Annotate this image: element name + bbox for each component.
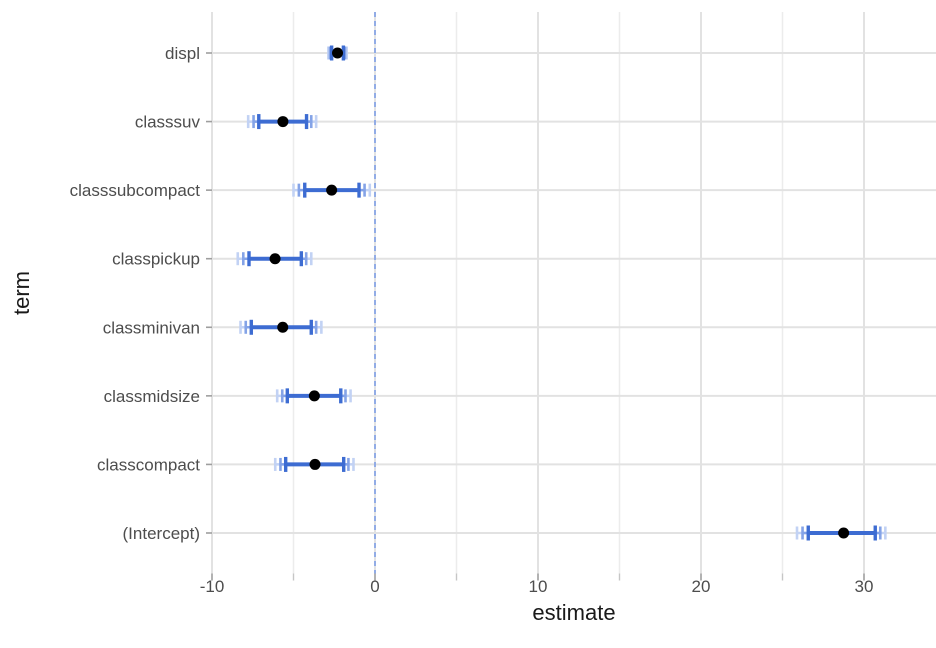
estimate-point: [269, 253, 281, 265]
y-tick-label: classpickup: [112, 250, 200, 269]
estimate-point: [277, 116, 289, 128]
coefficient-row-classmidsize: [275, 388, 352, 404]
x-tick-label: 0: [370, 577, 379, 596]
x-axis-title: estimate: [532, 600, 615, 625]
axis-ticks-layer: [206, 52, 865, 581]
gridlines-layer: [211, 12, 936, 574]
coefficient-row-Intercept: [795, 525, 887, 541]
coefficient-row-classsuv: [246, 114, 318, 130]
x-tick-label: 10: [529, 577, 548, 596]
coefficient-row-classpickup: [236, 251, 313, 267]
x-tick-label: -10: [200, 577, 225, 596]
y-tick-label: displ: [165, 44, 200, 63]
errorbar-series-layer: [236, 45, 887, 541]
estimate-point: [309, 458, 321, 470]
coefficient-row-classsubcompact: [292, 182, 372, 198]
estimate-point: [332, 47, 344, 59]
y-axis-title: term: [9, 271, 34, 315]
y-tick-label: (Intercept): [123, 524, 200, 543]
y-tick-label: classsuv: [135, 113, 201, 132]
coefficient-row-displ: [327, 45, 348, 61]
x-tick-label: 20: [692, 577, 711, 596]
coefficient-row-classcompact: [273, 456, 355, 472]
coefficient-row-classminivan: [239, 319, 323, 335]
x-tick-label: 30: [855, 577, 874, 596]
estimate-point: [277, 321, 289, 333]
y-tick-label: classminivan: [103, 318, 200, 337]
estimate-point: [838, 527, 850, 539]
estimate-point: [326, 184, 338, 196]
y-tick-label: classcompact: [97, 455, 200, 474]
estimate-point: [308, 390, 320, 402]
axis-labels-layer: -10 0 10 20 30 displ classsuv classsubcompact cl…: [70, 44, 874, 596]
y-tick-label: classmidsize: [104, 387, 200, 406]
y-tick-label: classsubcompact: [70, 181, 201, 200]
